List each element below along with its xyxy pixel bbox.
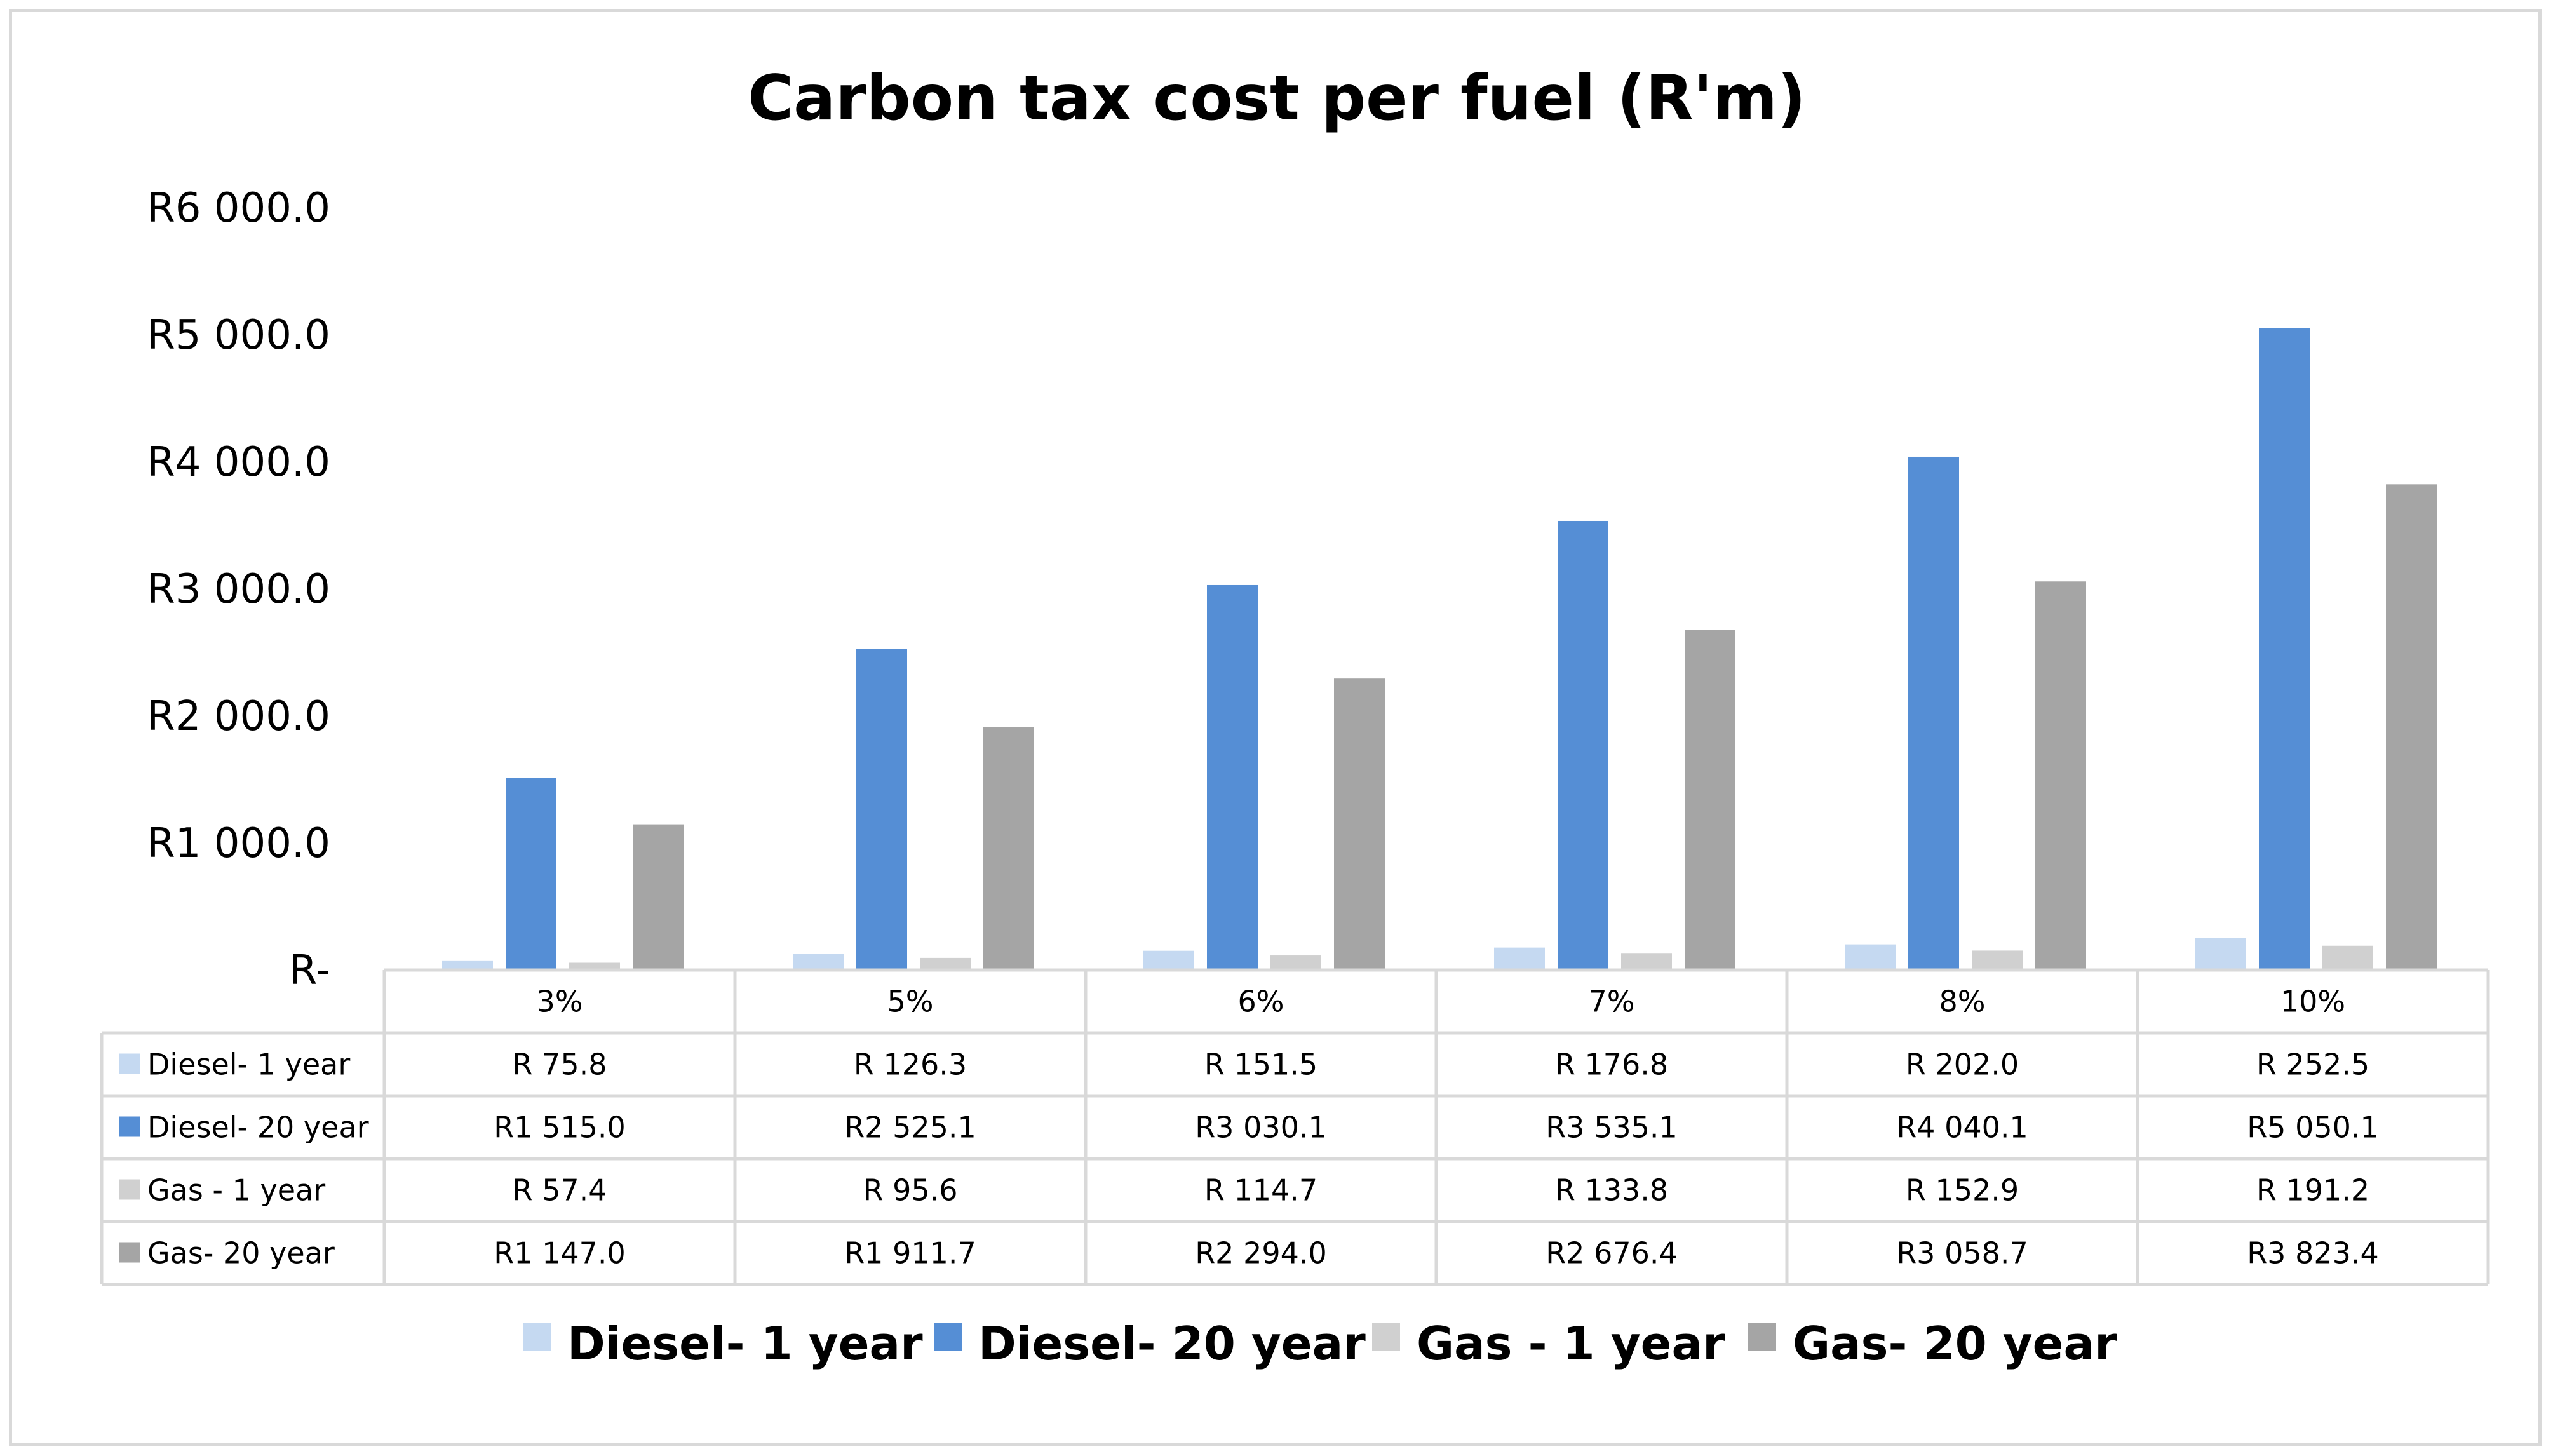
data-label: R2 294.0 [1195, 1236, 1327, 1271]
data-label: R 75.8 [512, 1048, 607, 1082]
bar-diesel-1-year-3 [442, 960, 493, 970]
x-tick-label: 8% [1939, 985, 1986, 1019]
chart-frame [9, 9, 2542, 1446]
table-row-label: Diesel- 20 year [147, 1110, 369, 1145]
data-label: R1 515.0 [494, 1110, 626, 1145]
x-tick-label: 5% [887, 985, 934, 1019]
x-tick-label: 6% [1238, 985, 1284, 1019]
data-label: R 133.8 [1555, 1173, 1668, 1208]
bar-diesel-1-year-6 [1143, 950, 1194, 970]
bar-gas-20-year-5 [983, 727, 1034, 970]
bar-diesel-20-year-8 [1908, 456, 1959, 970]
legend-label: Gas- 20 year [1793, 1317, 2117, 1370]
data-label: R 152.9 [1906, 1173, 2019, 1208]
data-label: R3 058.7 [1896, 1236, 2028, 1271]
data-label: R 191.2 [2256, 1173, 2369, 1208]
y-tick-label: R6 000.0 [147, 185, 330, 232]
bar-diesel-20-year-6 [1207, 584, 1258, 970]
bar-gas-20-year-7 [1685, 630, 1735, 970]
y-tick-label: R4 000.0 [147, 439, 330, 486]
data-label: R3 823.4 [2247, 1236, 2379, 1271]
data-table: 3% 5% 6% 7% 8% 10% Diesel- 1 year R 75.8 R 126.3… [100, 968, 2490, 1286]
x-tick-label: 7% [1589, 985, 1635, 1019]
data-label: R 202.0 [1906, 1048, 2019, 1082]
chart-title: Carbon tax cost per fuel (R'm) [748, 62, 1806, 135]
y-tick-label: R3 000.0 [147, 566, 330, 613]
bar-diesel-1-year-10 [2195, 938, 2246, 970]
legend-key-diesel-20-year [934, 1323, 962, 1351]
legend-label: Gas - 1 year [1417, 1317, 1725, 1370]
bar-gas-1-year-7 [1621, 953, 1672, 970]
legend: Diesel- 1 year Diesel- 20 year Gas - 1 yea… [523, 1317, 2117, 1370]
data-label: R 114.7 [1204, 1173, 1317, 1208]
bar-gas-20-year-8 [2035, 581, 2086, 970]
bar-diesel-1-year-5 [793, 954, 844, 970]
x-tick-label: 3% [537, 985, 583, 1019]
table-legend-key [119, 1116, 140, 1137]
y-tick-label: R2 000.0 [147, 693, 330, 740]
table-row-label: Diesel- 1 year [147, 1048, 350, 1082]
legend-label: Diesel- 20 year [978, 1317, 1366, 1370]
data-label: R 57.4 [512, 1173, 607, 1208]
data-label: R1 147.0 [494, 1236, 626, 1271]
data-label: R 126.3 [854, 1048, 967, 1082]
data-label: R4 040.1 [1896, 1110, 2028, 1145]
legend-key-diesel-1-year [523, 1323, 551, 1351]
data-label: R2 525.1 [844, 1110, 976, 1145]
bar-gas-1-year-10 [2322, 945, 2373, 970]
data-label: R 176.8 [1555, 1048, 1668, 1082]
bar-gas-20-year-10 [2386, 484, 2437, 970]
x-tick-label: 10% [2280, 985, 2345, 1019]
table-row-label: Gas- 20 year [147, 1236, 335, 1271]
bar-gas-1-year-6 [1270, 955, 1321, 970]
bar-diesel-1-year-8 [1845, 944, 1896, 970]
y-tick-label: R1 000.0 [147, 820, 330, 867]
data-label: R1 911.7 [844, 1236, 976, 1271]
bar-gas-20-year-3 [633, 824, 684, 970]
table-legend-key [119, 1179, 140, 1200]
legend-label: Diesel- 1 year [567, 1317, 923, 1370]
data-label: R3 535.1 [1546, 1110, 1678, 1145]
bar-gas-1-year-5 [920, 957, 971, 970]
bar-diesel-20-year-10 [2259, 328, 2310, 970]
y-tick-label: R- [289, 947, 330, 994]
data-label: R5 050.1 [2247, 1110, 2379, 1145]
table-row-label: Gas - 1 year [147, 1173, 325, 1208]
legend-key-gas-20-year [1748, 1323, 1776, 1351]
bar-gas-1-year-3 [569, 962, 620, 970]
data-label: R 252.5 [2256, 1048, 2369, 1082]
data-label: R 95.6 [863, 1173, 957, 1208]
bars [442, 328, 2437, 970]
data-label: R3 030.1 [1195, 1110, 1327, 1145]
bar-diesel-20-year-7 [1558, 520, 1608, 970]
legend-key-gas-1-year [1372, 1323, 1400, 1351]
y-tick-label: R5 000.0 [147, 312, 330, 359]
bar-gas-1-year-8 [1972, 950, 2023, 970]
data-label: R2 676.4 [1546, 1236, 1678, 1271]
table-legend-key [119, 1242, 140, 1263]
data-label: R 151.5 [1204, 1048, 1317, 1082]
bar-diesel-1-year-7 [1494, 947, 1545, 970]
bar-diesel-20-year-3 [506, 778, 556, 970]
table-legend-key [119, 1053, 140, 1074]
y-axis: R- R1 000.0 R2 000.0 R3 000.0 R4 000.0 R5 000… [147, 185, 330, 994]
bar-gas-20-year-6 [1334, 678, 1385, 970]
bar-diesel-20-year-5 [856, 649, 907, 970]
